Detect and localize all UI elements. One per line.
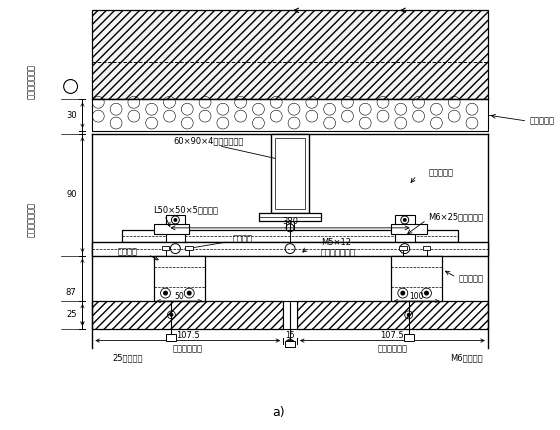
Bar [276,138,305,209]
Circle shape [424,291,429,295]
Bar [166,334,176,341]
Text: 按实际工程采用: 按实际工程采用 [26,64,35,99]
Circle shape [403,218,407,222]
Bar [185,246,193,249]
Text: 50: 50 [175,292,184,301]
Bar [271,134,309,213]
Text: 不锈钢螺杆: 不锈钢螺杆 [428,168,454,177]
Bar [259,213,321,221]
Text: 幕墙分格尺寸: 幕墙分格尺寸 [377,344,407,353]
Text: L50×50×5镀锌角钢: L50×50×5镀锌角钢 [153,206,217,215]
Bar [92,10,488,99]
Bar [166,215,185,242]
Text: 按实际工程采用: 按实际工程采用 [26,203,35,237]
Text: M6后切螺栓: M6后切螺栓 [450,354,483,363]
Bar [399,246,407,249]
Bar [92,99,488,131]
Text: 107.5: 107.5 [176,331,199,340]
Bar [122,230,458,242]
Text: 保温防火层: 保温防火层 [529,117,554,126]
Bar [153,255,205,301]
Text: 30: 30 [66,111,77,120]
Text: 25厚花岗石: 25厚花岗石 [112,354,143,363]
Circle shape [163,291,168,295]
Bar [395,215,414,242]
Text: 幕墙分格尺寸: 幕墙分格尺寸 [172,344,203,353]
Text: 15: 15 [285,331,295,340]
Bar [92,242,488,255]
Bar [283,301,297,329]
Bar [285,341,295,347]
Circle shape [400,291,405,295]
Bar [423,246,431,249]
Text: 380: 380 [282,218,298,227]
Text: 防腐垫片: 防腐垫片 [233,234,253,243]
Circle shape [174,218,178,222]
Bar [297,301,488,329]
Text: 25: 25 [66,310,77,319]
Circle shape [407,313,410,317]
Text: a): a) [272,406,284,419]
Circle shape [187,291,192,295]
Text: M5×12
不锈钢微调螺钉: M5×12 不锈钢微调螺钉 [321,238,356,257]
Bar [391,255,442,301]
Bar [92,301,283,329]
Text: M6×25不锈钢螺杆: M6×25不锈钢螺杆 [428,212,484,221]
Text: 铝合金挂件: 铝合金挂件 [458,275,483,284]
Text: 锁紧螺钉: 锁紧螺钉 [118,247,138,256]
Circle shape [170,313,174,317]
Bar [161,246,170,249]
Text: 60×90×4镀锌钢通主梁: 60×90×4镀锌钢通主梁 [174,136,244,145]
Text: 100: 100 [409,292,424,301]
Text: 87: 87 [66,288,77,297]
Text: 90: 90 [66,190,77,199]
Bar [404,334,414,341]
Bar [391,224,427,234]
Text: 107.5: 107.5 [381,331,404,340]
Bar [153,224,189,234]
